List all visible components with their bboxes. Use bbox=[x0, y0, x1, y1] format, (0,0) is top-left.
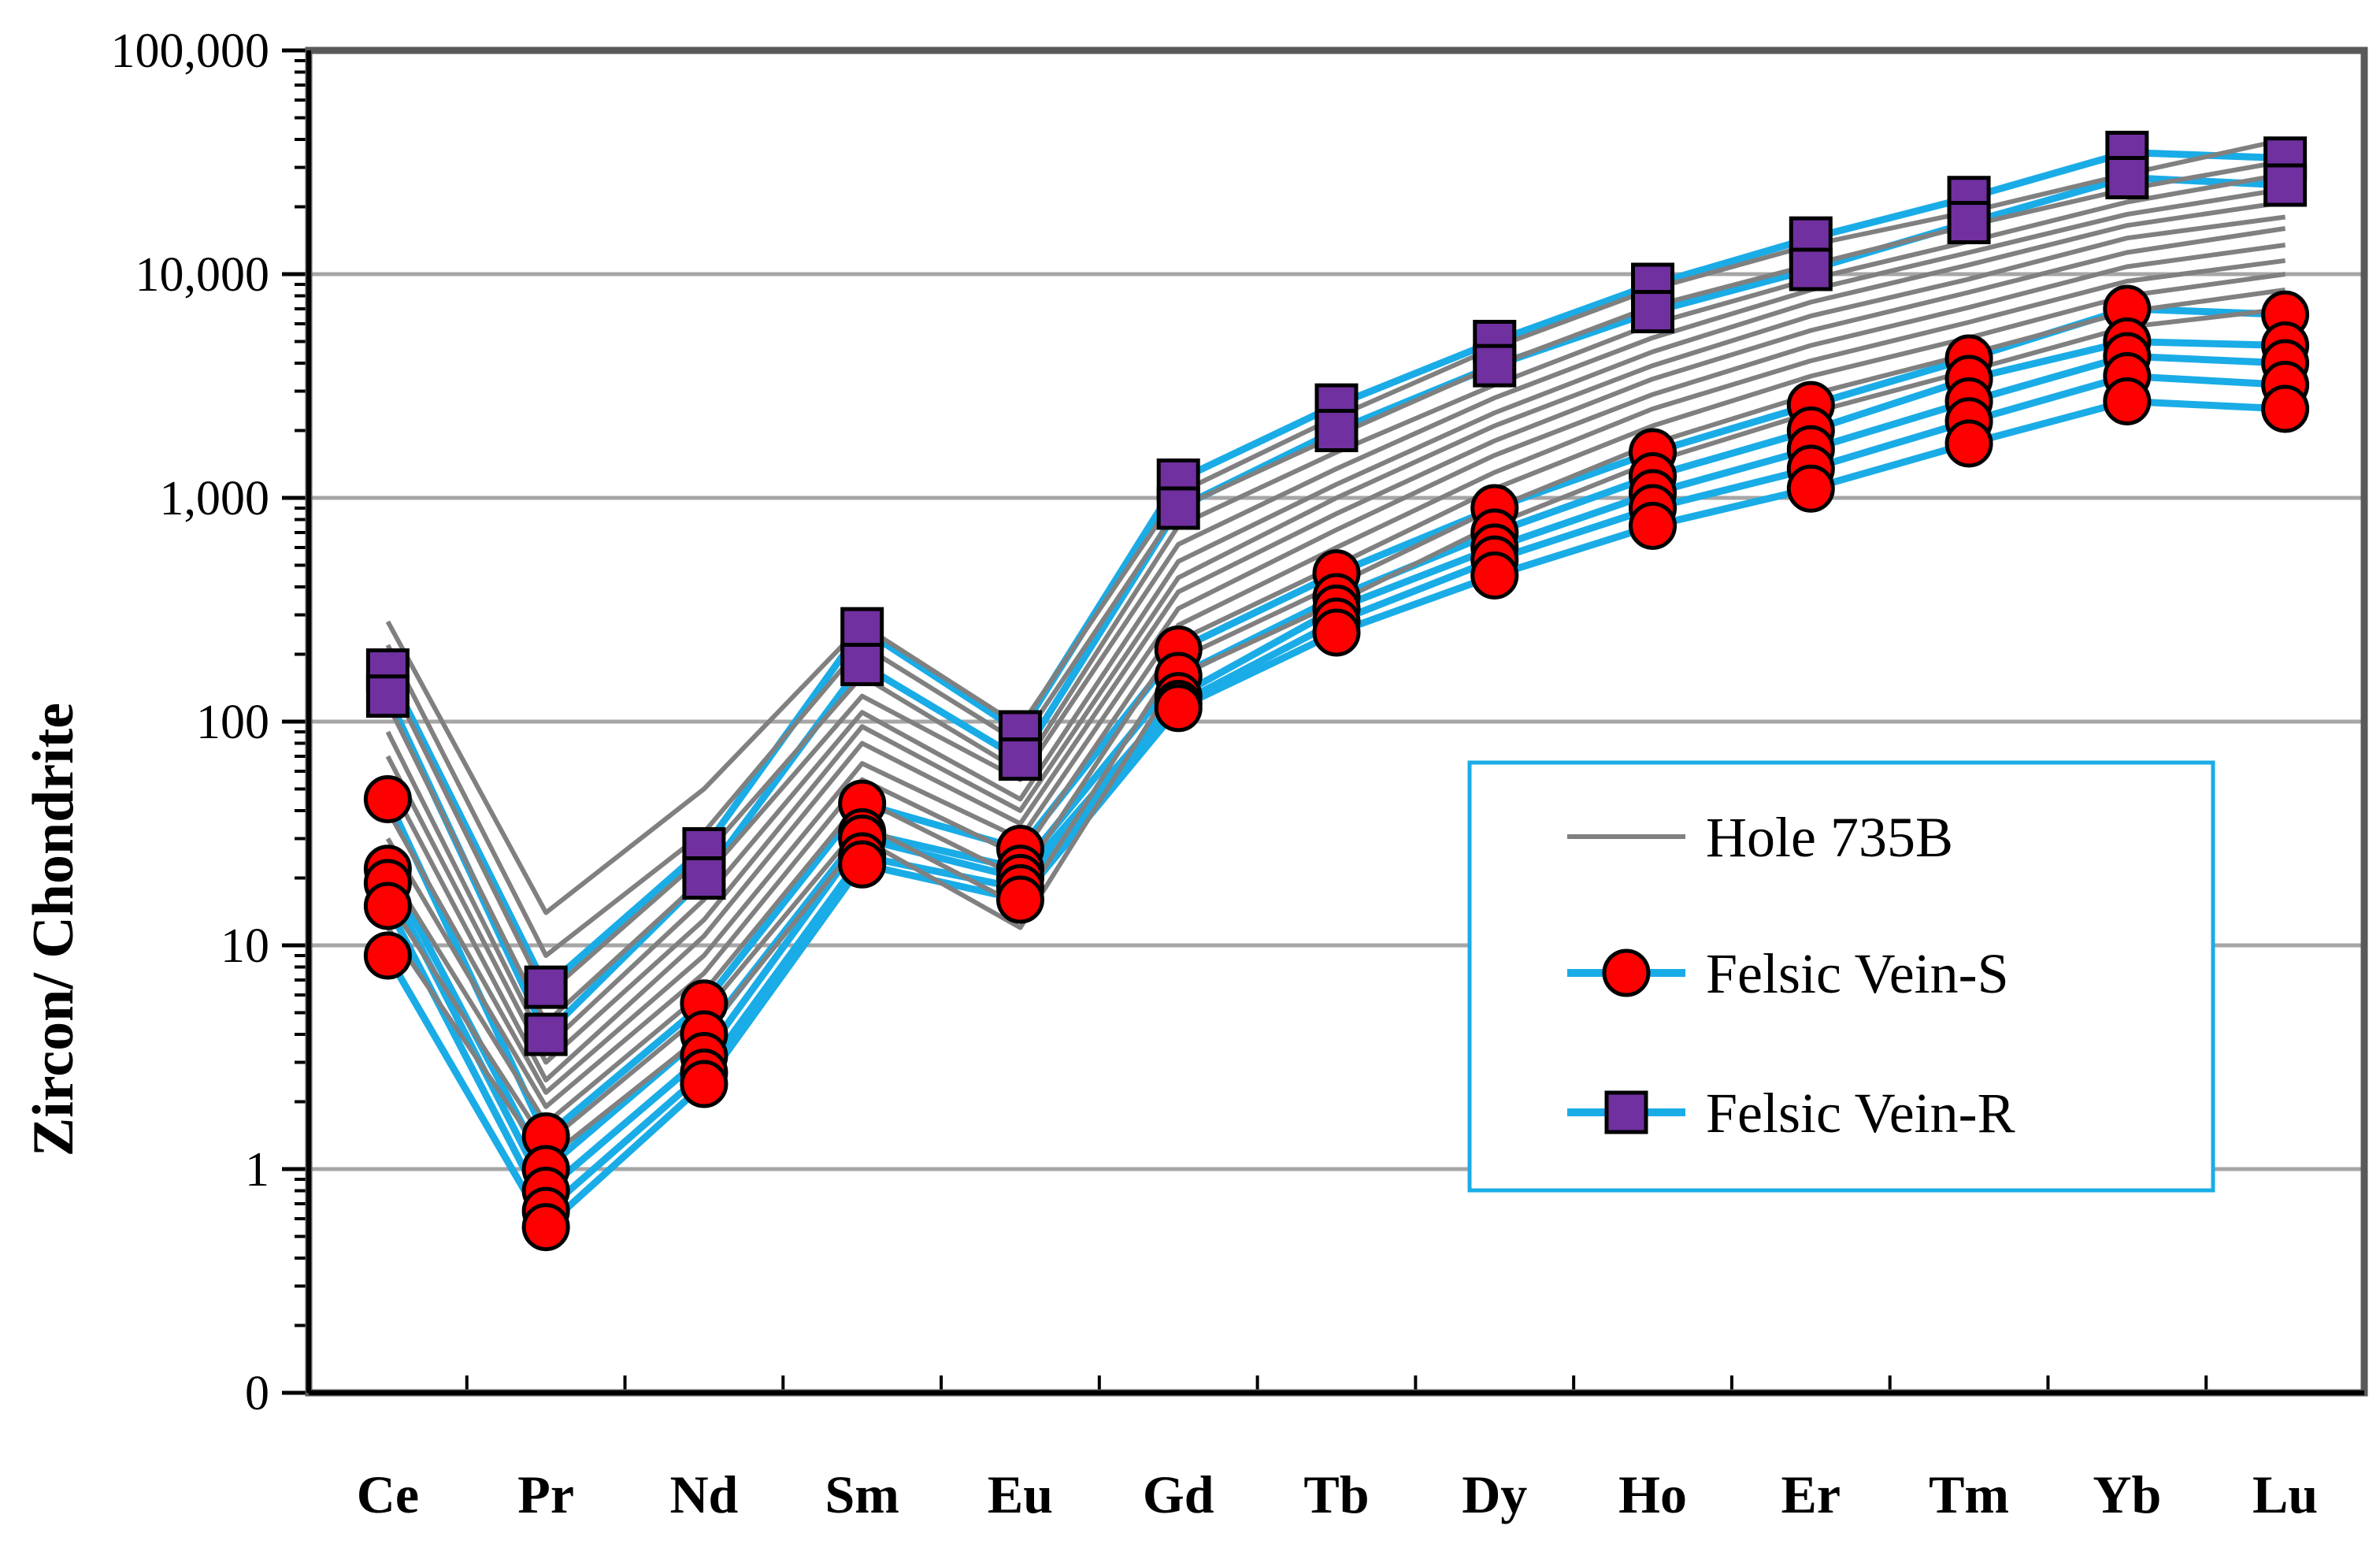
y-tick-label: 0 bbox=[245, 1367, 269, 1420]
data-point-felsic-vein-s bbox=[363, 774, 412, 823]
data-point-felsic-vein-r bbox=[998, 737, 1042, 781]
x-tick-label: Eu bbox=[988, 1464, 1053, 1524]
legend: Hole 735B Felsic Vein-S Felsic Vein-R bbox=[1467, 760, 2215, 1193]
data-point-felsic-vein-s bbox=[1470, 551, 1519, 600]
x-tick-label: Pr bbox=[517, 1464, 574, 1524]
x-tick-label: Lu bbox=[2252, 1464, 2318, 1524]
data-point-felsic-vein-s bbox=[838, 840, 887, 889]
data-point-felsic-vein-r bbox=[682, 856, 726, 900]
y-tick-label: 100 bbox=[196, 696, 269, 749]
data-point-felsic-vein-r bbox=[1789, 247, 1833, 291]
x-tick-label: Tb bbox=[1303, 1464, 1369, 1524]
series-line-hole-735b bbox=[385, 243, 2286, 1095]
x-tick-label: Ce bbox=[357, 1464, 419, 1524]
data-point-felsic-vein-s bbox=[1786, 464, 1835, 513]
legend-label: Felsic Vein-R bbox=[1706, 1082, 2015, 1145]
data-point-felsic-vein-r bbox=[840, 607, 884, 651]
x-tick-label: Tm bbox=[1929, 1464, 2009, 1524]
data-point-felsic-vein-s bbox=[1944, 419, 1993, 468]
legend-label: Felsic Vein-S bbox=[1706, 942, 2009, 1005]
data-point-felsic-vein-r bbox=[1314, 409, 1359, 453]
y-tick-label: 1 bbox=[245, 1143, 269, 1197]
data-point-felsic-vein-r bbox=[1631, 290, 1675, 334]
series-line-hole-735b bbox=[385, 258, 2285, 1109]
data-point-felsic-vein-r bbox=[1947, 201, 1991, 245]
data-point-felsic-vein-s bbox=[995, 875, 1044, 924]
series-line-hole-735b bbox=[385, 214, 2285, 1065]
x-tick-label: Sm bbox=[825, 1464, 899, 1524]
x-tick-label: Ho bbox=[1618, 1464, 1687, 1524]
data-point-felsic-vein-s bbox=[680, 1060, 728, 1108]
data-point-felsic-vein-s bbox=[1312, 608, 1361, 657]
x-tick-label: Er bbox=[1781, 1464, 1841, 1524]
y-tick-label: 10 bbox=[221, 919, 269, 973]
data-point-felsic-vein-r bbox=[2263, 163, 2308, 207]
data-point-felsic-vein-r bbox=[1156, 486, 1200, 530]
y-tick-label: 100,000 bbox=[111, 24, 270, 78]
data-point-felsic-vein-r bbox=[524, 1012, 568, 1056]
legend-label: Hole 735B bbox=[1706, 806, 1953, 869]
y-tick-label: 10,000 bbox=[135, 248, 270, 302]
data-point-felsic-vein-s bbox=[521, 1203, 570, 1252]
y-tick-label: 1,000 bbox=[160, 472, 270, 525]
y-axis-title: Zircon/ Chondrite bbox=[21, 703, 86, 1156]
data-point-felsic-vein-r bbox=[365, 674, 410, 718]
legend-marker-square bbox=[1604, 1090, 1648, 1134]
data-point-felsic-vein-r bbox=[524, 965, 568, 1009]
legend-marker-circle bbox=[1602, 948, 1651, 997]
data-point-felsic-vein-s bbox=[1154, 684, 1203, 733]
series-line-hole-735b bbox=[385, 226, 2286, 1082]
x-tick-label: Nd bbox=[669, 1464, 738, 1524]
x-tick-label: Yb bbox=[2093, 1464, 2161, 1524]
x-tick-label: Gd bbox=[1143, 1464, 1214, 1524]
data-point-felsic-vein-s bbox=[1629, 501, 1677, 550]
data-point-felsic-vein-s bbox=[363, 931, 412, 980]
data-point-felsic-vein-r bbox=[1473, 343, 1517, 388]
data-point-felsic-vein-s bbox=[2103, 377, 2152, 425]
data-point-felsic-vein-r bbox=[840, 643, 884, 687]
data-point-felsic-vein-s bbox=[2261, 384, 2310, 433]
data-point-felsic-vein-r bbox=[2105, 155, 2149, 199]
x-tick-label: Dy bbox=[1462, 1464, 1527, 1524]
data-point-felsic-vein-s bbox=[363, 882, 412, 930]
